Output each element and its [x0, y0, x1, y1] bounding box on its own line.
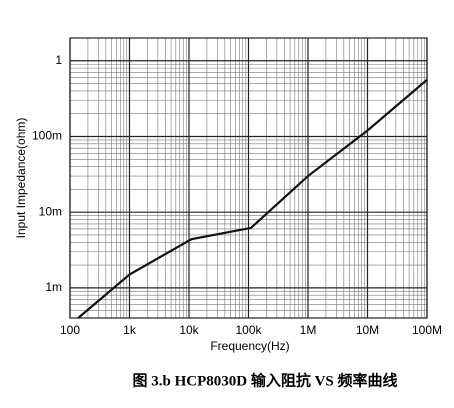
- line-series: [77, 79, 428, 319]
- x-tick-label: 100M: [412, 323, 442, 337]
- plot-frame: [69, 37, 428, 319]
- x-tick-label: 100: [60, 323, 80, 337]
- y-axis-label: Input Impedance(ohm): [14, 118, 28, 239]
- y-tick-label: 100m: [32, 129, 62, 143]
- x-tick-label: 100k: [235, 323, 262, 337]
- x-tick-label: 1M: [300, 323, 317, 337]
- y-tick-label: 1m: [45, 280, 62, 294]
- x-axis-label: Frequency(Hz): [210, 339, 289, 353]
- x-tick-label: 10M: [356, 323, 379, 337]
- x-tick-label: 10k: [179, 323, 199, 337]
- y-tick-label: 10m: [39, 204, 62, 218]
- caption: 图 3.b HCP8030D 输入阻抗 VS 频率曲线: [132, 371, 397, 389]
- x-tick-label: 1k: [123, 323, 137, 337]
- y-tick-label: 1: [55, 53, 62, 67]
